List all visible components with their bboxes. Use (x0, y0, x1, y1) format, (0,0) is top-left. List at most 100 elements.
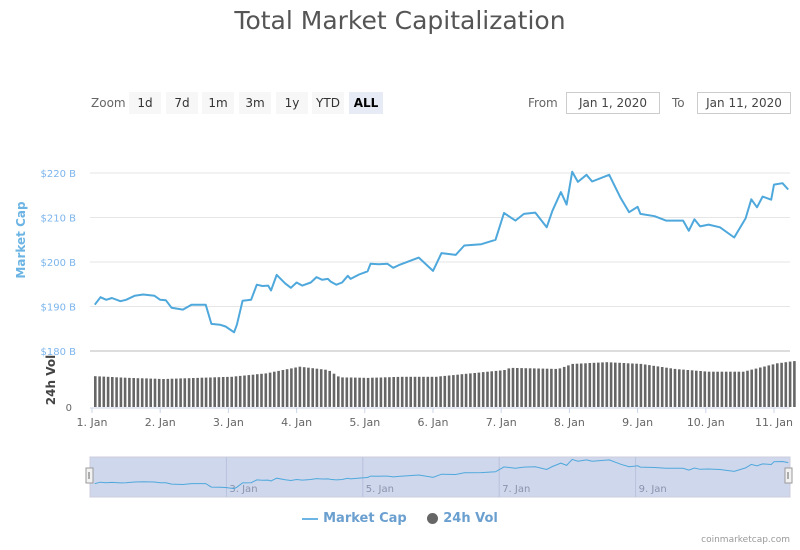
volume-bar (660, 367, 664, 407)
volume-bar (584, 363, 587, 408)
navigator-tick-label: 9. Jan (639, 484, 667, 495)
volume-bar (417, 376, 421, 407)
y-tick-label: $210 B (41, 214, 77, 225)
volume-bar (166, 378, 170, 407)
legend-item-market-cap[interactable]: Market Cap (302, 511, 407, 526)
volume-bar (388, 377, 391, 407)
zoom-all-button[interactable]: ALL (349, 92, 383, 114)
zoom-7d-button[interactable]: 7d (166, 92, 198, 114)
volume-bar (358, 377, 361, 407)
circle-marker-icon (427, 513, 439, 524)
volume-bar (690, 370, 694, 407)
volume-bar (256, 374, 259, 407)
volume-bar (533, 368, 536, 407)
volume-bar (337, 376, 340, 407)
volume-bar (575, 363, 579, 407)
volume-bar (332, 373, 336, 407)
y-axis-title: Market Cap (14, 201, 28, 279)
volume-bar (746, 370, 749, 407)
from-date-input[interactable]: Jan 1, 2020 (566, 92, 660, 114)
volume-bar (550, 368, 553, 407)
volume-bar (669, 368, 672, 407)
volume-bar (609, 362, 613, 407)
volume-bar (601, 362, 604, 407)
volume-bar (707, 371, 711, 407)
volume-bar (767, 365, 771, 407)
volume-bar (541, 368, 545, 407)
volume-bar (720, 371, 724, 407)
volume-bar (686, 370, 690, 407)
volume-bar (716, 371, 719, 407)
to-date-input[interactable]: Jan 11, 2020 (697, 92, 791, 114)
navigator-left-handle[interactable] (85, 467, 94, 484)
volume-bar (776, 363, 779, 407)
volume-bar (737, 371, 741, 407)
volume-bar (520, 368, 523, 407)
zoom-1m-button[interactable]: 1m (202, 92, 234, 114)
volume-bar (724, 371, 728, 407)
volume-bar (294, 367, 297, 407)
volume-bar (503, 370, 506, 407)
legend: Market Cap 24h Vol (0, 511, 800, 526)
navigator-right-handle[interactable] (784, 467, 793, 484)
volume-bar (733, 371, 736, 407)
volume-bar (187, 378, 191, 407)
y-tick-label: $190 B (41, 303, 77, 314)
volume-bar (213, 377, 216, 407)
volume-bar (102, 376, 106, 407)
legend-volume-label: 24h Vol (443, 511, 498, 526)
volume-bar (626, 363, 630, 408)
volume-bar (396, 376, 400, 407)
volume-bar (119, 377, 123, 407)
volume-bar (456, 374, 459, 407)
volume-bar (200, 377, 204, 407)
navigator-tick-label: 7. Jan (502, 484, 530, 495)
navigator[interactable]: 3. Jan 5. Jan 7. Jan 9. Jan (85, 456, 793, 498)
volume-bar (319, 369, 323, 407)
volume-bar (439, 376, 442, 407)
volume-bar (302, 367, 306, 407)
x-tick-label: 10. Jan (687, 416, 725, 429)
volume-bar (221, 377, 225, 407)
credit-link[interactable]: coinmarketcap.com (701, 535, 790, 545)
volume-bar (392, 377, 395, 407)
zoom-1y-button[interactable]: 1y (276, 92, 308, 114)
volume-bar (111, 377, 114, 407)
volume-bar (793, 361, 796, 407)
volume-bar (592, 362, 596, 407)
x-tick-label: 4. Jan (281, 416, 312, 429)
zoom-1d-button[interactable]: 1d (129, 92, 161, 114)
volume-bar (307, 367, 310, 407)
volume-bar (273, 371, 276, 407)
volume-bar (298, 366, 302, 407)
volume-bar (243, 375, 246, 407)
volume-bar (268, 372, 272, 407)
zoom-ytd-button[interactable]: YTD (312, 92, 344, 114)
zoom-3m-button[interactable]: 3m (239, 92, 271, 114)
volume-bar (712, 371, 715, 407)
volume-bar (554, 368, 557, 407)
volume-bar (665, 367, 668, 407)
line-marker-icon (302, 517, 319, 520)
legend-item-volume[interactable]: 24h Vol (427, 511, 498, 526)
volume-bar (784, 362, 788, 407)
volume-bar (230, 376, 233, 407)
volume-bar (430, 376, 434, 407)
volume-bar (652, 365, 655, 407)
volume-bar (452, 375, 455, 407)
volume-bar (562, 366, 566, 407)
volume-bar (511, 367, 515, 407)
volume-bar (545, 368, 549, 407)
navigator-mask[interactable] (89, 456, 791, 498)
x-tick-label: 8. Jan (554, 416, 585, 429)
from-label: From (528, 96, 558, 110)
volume-bar (754, 368, 758, 407)
x-tick-label: 7. Jan (486, 416, 517, 429)
volume-bar (204, 377, 208, 407)
volume-bar (678, 369, 681, 407)
volume-bar (290, 368, 293, 407)
volume-bar (682, 369, 685, 407)
volume-bar (635, 363, 638, 407)
x-tick-label: 6. Jan (418, 416, 449, 429)
volume-bar (524, 368, 528, 407)
